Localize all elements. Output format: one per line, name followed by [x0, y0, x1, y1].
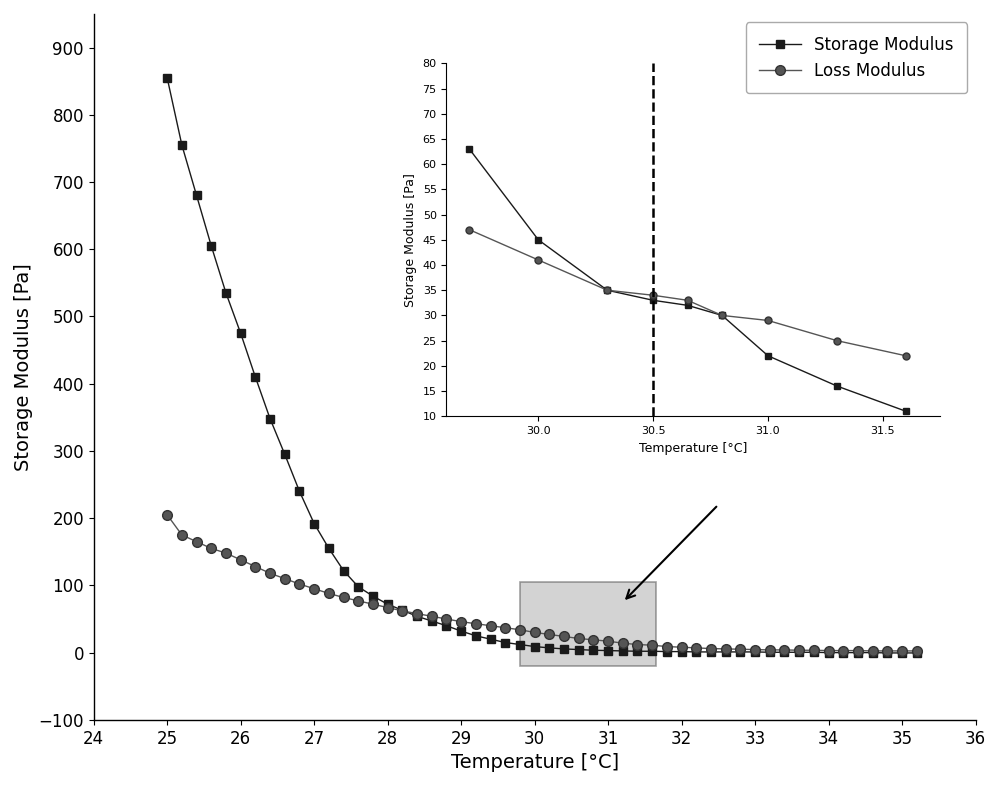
- Storage Modulus: [161, 73, 173, 83]
- Loss Modulus: [911, 646, 923, 656]
- Storage Modulus: [426, 616, 438, 626]
- X-axis label: Temperature [°C]: Temperature [°C]: [451, 753, 619, 772]
- Storage Modulus: [646, 647, 658, 656]
- Legend: Storage Modulus, Loss Modulus: Storage Modulus, Loss Modulus: [746, 22, 967, 94]
- Storage Modulus: [514, 640, 526, 649]
- Loss Modulus: [617, 638, 629, 648]
- Loss Modulus: [220, 549, 232, 558]
- Y-axis label: Storage Modulus [Pa]: Storage Modulus [Pa]: [14, 263, 33, 471]
- Storage Modulus: [220, 288, 232, 298]
- Storage Modulus: [911, 648, 923, 658]
- Loss Modulus: [161, 510, 173, 520]
- Loss Modulus: [426, 612, 438, 621]
- Bar: [520, 582, 656, 666]
- Loss Modulus: [646, 641, 658, 650]
- Storage Modulus: [852, 648, 864, 657]
- Line: Loss Modulus: Loss Modulus: [162, 510, 922, 656]
- Storage Modulus: [881, 648, 893, 658]
- Line: Storage Modulus: Storage Modulus: [163, 74, 921, 657]
- Loss Modulus: [852, 646, 864, 656]
- Loss Modulus: [867, 646, 879, 656]
- Storage Modulus: [617, 646, 629, 656]
- Loss Modulus: [514, 625, 526, 634]
